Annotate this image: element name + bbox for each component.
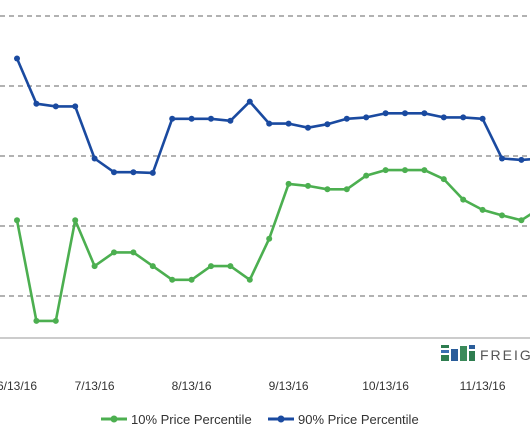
data-point <box>169 276 176 283</box>
legend-marker-blue <box>277 415 285 423</box>
gridlines <box>0 15 530 339</box>
series-lines <box>14 55 530 324</box>
legend-label-90-percentile: 90% Price Percentile <box>298 412 419 427</box>
data-point <box>285 120 292 127</box>
data-point <box>518 156 525 163</box>
x-tick-label: 10/13/16 <box>362 379 409 393</box>
data-point <box>149 169 156 176</box>
data-point <box>402 110 408 117</box>
data-point <box>149 263 156 270</box>
data-point <box>188 276 195 283</box>
data-point <box>324 121 331 128</box>
x-axis-tick-labels: 6/13/16 7/13/16 8/13/16 9/13/16 10/13/16 11/1… <box>0 379 506 393</box>
data-point <box>227 117 234 124</box>
data-point <box>402 167 408 174</box>
data-point <box>33 100 40 107</box>
data-point <box>479 206 486 213</box>
data-point <box>169 115 176 122</box>
data-point <box>382 110 389 117</box>
data-point <box>52 317 59 324</box>
data-point <box>227 263 234 270</box>
legend-item-90-percentile: 90% Price Percentile <box>268 412 419 427</box>
series-line-1 <box>15 57 530 175</box>
data-point <box>343 115 350 122</box>
data-point <box>363 114 370 121</box>
legend-item-10-percentile: 10% Price Percentile <box>101 412 252 427</box>
watermark-logo: FREIGH <box>441 345 530 363</box>
data-point <box>111 169 117 176</box>
data-point <box>499 212 505 219</box>
data-point <box>130 249 137 256</box>
data-point <box>305 182 311 189</box>
data-point <box>14 55 20 62</box>
data-point <box>343 186 350 193</box>
data-point <box>72 217 79 224</box>
data-point <box>208 263 214 270</box>
data-point <box>479 115 486 122</box>
data-point <box>266 235 273 242</box>
data-point <box>421 167 428 174</box>
data-point <box>72 103 79 110</box>
watermark-text: FREIGH <box>480 347 530 363</box>
data-point <box>440 176 447 183</box>
data-point <box>52 103 59 110</box>
legend: 10% Price Percentile 90% Price Percentil… <box>101 412 419 427</box>
x-tick-label: 8/13/16 <box>172 379 212 393</box>
series-line-0 <box>15 168 530 323</box>
data-point <box>111 249 117 256</box>
data-point <box>460 114 467 121</box>
x-tick-label: 11/13/16 <box>460 379 506 393</box>
freightwaves-logo-icon <box>441 345 475 361</box>
data-point <box>33 317 40 324</box>
data-point <box>440 114 447 121</box>
data-point <box>499 155 505 162</box>
data-point <box>14 217 20 224</box>
data-point <box>246 98 253 105</box>
data-point <box>363 172 370 179</box>
x-tick-label: 7/13/16 <box>75 379 115 393</box>
data-point <box>91 155 98 162</box>
data-point <box>188 115 195 122</box>
data-point <box>130 169 137 176</box>
legend-label-10-percentile: 10% Price Percentile <box>131 412 252 427</box>
data-point <box>518 217 525 224</box>
data-point <box>382 167 389 174</box>
legend-marker-green <box>110 415 118 423</box>
data-point <box>285 180 292 187</box>
data-point <box>91 263 98 270</box>
data-point <box>208 115 214 122</box>
data-point <box>421 110 428 117</box>
x-tick-label: 9/13/16 <box>269 379 309 393</box>
data-point <box>460 196 467 203</box>
x-tick-label: 6/13/16 <box>0 379 37 393</box>
data-point <box>324 186 331 193</box>
data-point <box>266 120 273 127</box>
data-point <box>305 124 311 131</box>
data-point <box>246 276 253 283</box>
